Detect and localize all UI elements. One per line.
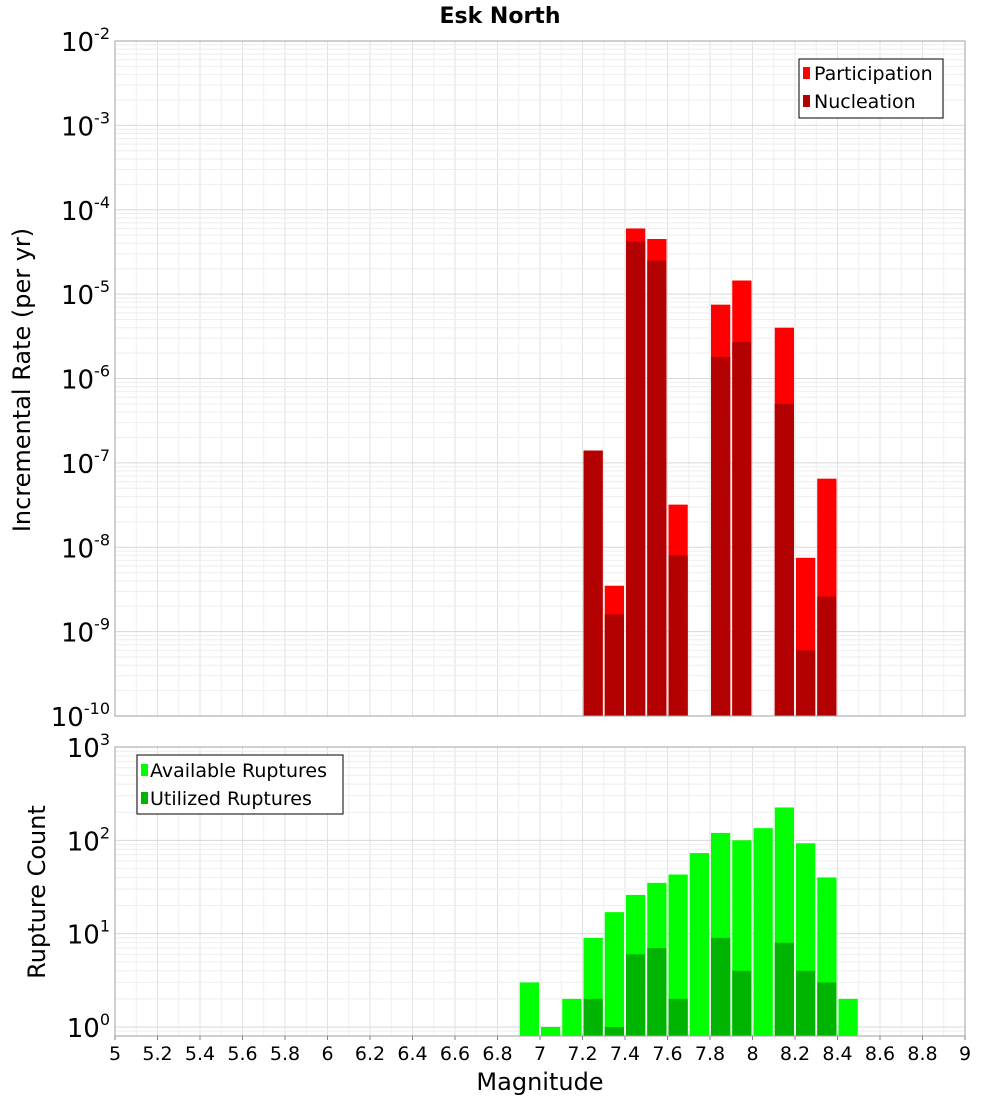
available-ruptures-bar xyxy=(562,998,582,1036)
nucleation-bar xyxy=(626,241,646,717)
x-tick-label: 5.8 xyxy=(270,1043,300,1065)
nucleation-bar xyxy=(774,403,794,716)
x-tick-label: 7 xyxy=(534,1043,546,1065)
utilized-ruptures-bar xyxy=(647,948,667,1036)
x-axis-label: Magnitude xyxy=(476,1068,603,1096)
x-axis-ticks: 5 5.2 5.4 5.6 5.8 6 6.2 6.4 6.6 6.8 7 7.2 7.4 7.6 7.8 8… xyxy=(109,1036,971,1065)
x-tick-label: 8.4 xyxy=(822,1043,852,1065)
utilized-ruptures-bar xyxy=(774,942,794,1036)
x-tick-label: 8 xyxy=(746,1043,758,1065)
utilized-ruptures-bar xyxy=(604,1026,624,1036)
top-y-tick-label: 10-5 xyxy=(61,277,110,311)
top-plot-bars xyxy=(583,228,837,717)
top-legend-box xyxy=(798,58,944,119)
available-ruptures-bar xyxy=(541,1026,561,1036)
top-y-tick-label: 10-7 xyxy=(61,446,110,480)
x-tick-label: 8.6 xyxy=(865,1043,895,1065)
top-y-tick-label: 10-10 xyxy=(51,699,110,733)
available-ruptures-bar xyxy=(668,874,688,1036)
bottom-legend: Available Ruptures Utilized Ruptures xyxy=(136,754,344,815)
x-tick-label: 7.8 xyxy=(695,1043,725,1065)
utilized-ruptures-bar xyxy=(583,998,603,1036)
x-tick-label: 5.6 xyxy=(227,1043,257,1065)
chart-title: Esk North xyxy=(440,4,561,29)
available-ruptures-bar xyxy=(753,828,773,1036)
available-ruptures-legend-label: Available Ruptures xyxy=(150,760,327,782)
participation-legend-swatch xyxy=(803,67,810,79)
nucleation-bar xyxy=(604,614,624,716)
x-tick-label: 6 xyxy=(321,1043,333,1065)
top-y-tick-label: 10-3 xyxy=(61,108,110,142)
top-y-tick-label: 10-2 xyxy=(61,24,110,58)
utilized-ruptures-legend-swatch xyxy=(141,792,148,804)
x-tick-label: 6.2 xyxy=(355,1043,385,1065)
bottom-y-tick-label: 100 xyxy=(67,1010,110,1044)
utilized-ruptures-legend-label: Utilized Ruptures xyxy=(150,788,312,810)
bottom-y-tick-label: 103 xyxy=(67,730,110,764)
x-tick-label: 5.4 xyxy=(185,1043,215,1065)
bottom-y-tick-label: 101 xyxy=(67,917,110,951)
utilized-ruptures-bar xyxy=(732,970,752,1036)
nucleation-bar xyxy=(796,650,816,716)
top-legend: Participation Nucleation xyxy=(798,58,944,119)
bottom-y-axis-label: Rupture Count xyxy=(23,805,51,979)
top-plot-frame xyxy=(114,40,966,717)
x-tick-label: 5.2 xyxy=(142,1043,172,1065)
utilized-ruptures-bar xyxy=(817,982,837,1036)
available-ruptures-bar xyxy=(604,912,624,1036)
nucleation-bar xyxy=(817,596,837,716)
participation-legend-label: Participation xyxy=(814,63,933,85)
nucleation-bar xyxy=(647,260,667,716)
utilized-ruptures-bar xyxy=(796,970,816,1036)
nucleation-bar xyxy=(583,450,603,716)
x-tick-label: 7.6 xyxy=(652,1043,682,1065)
nucleation-legend-swatch xyxy=(803,95,810,107)
utilized-ruptures-bar xyxy=(711,937,731,1036)
utilized-ruptures-bar xyxy=(668,998,688,1036)
x-tick-label: 9 xyxy=(959,1043,971,1065)
x-tick-label: 5 xyxy=(109,1043,121,1065)
bottom-legend-box xyxy=(136,754,344,815)
x-tick-label: 7.4 xyxy=(610,1043,640,1065)
nucleation-bar xyxy=(711,356,731,716)
nucleation-legend-label: Nucleation xyxy=(814,91,916,113)
x-tick-label: 6.6 xyxy=(440,1043,470,1065)
x-tick-label: 8.8 xyxy=(907,1043,937,1065)
nucleation-bar xyxy=(668,555,688,716)
available-ruptures-bar xyxy=(519,982,539,1036)
available-ruptures-bar xyxy=(689,853,709,1036)
top-y-tick-label: 10-9 xyxy=(61,615,110,649)
x-tick-label: 7.2 xyxy=(567,1043,597,1065)
bottom-y-axis-ticks: 100 101 102 103 xyxy=(67,730,110,1044)
x-tick-label: 8.2 xyxy=(780,1043,810,1065)
utilized-ruptures-bar xyxy=(626,954,646,1036)
top-y-tick-label: 10-4 xyxy=(61,193,110,227)
available-ruptures-bar xyxy=(838,998,858,1036)
x-tick-label: 6.8 xyxy=(482,1043,512,1065)
top-y-tick-label: 10-6 xyxy=(61,362,110,396)
bottom-plot-bars xyxy=(519,807,858,1036)
top-y-tick-label: 10-8 xyxy=(61,530,110,564)
nucleation-bar xyxy=(732,342,752,716)
available-ruptures-legend-swatch xyxy=(141,764,148,776)
top-y-axis-ticks: 10-10 10-9 10-8 10-7 10-6 10-5 10-4 10-3 10-2 xyxy=(51,24,110,733)
bottom-y-tick-label: 102 xyxy=(67,823,110,857)
top-plot-grid xyxy=(114,40,966,717)
x-tick-label: 6.4 xyxy=(397,1043,427,1065)
top-y-axis-label: Incremental Rate (per yr) xyxy=(8,228,36,532)
